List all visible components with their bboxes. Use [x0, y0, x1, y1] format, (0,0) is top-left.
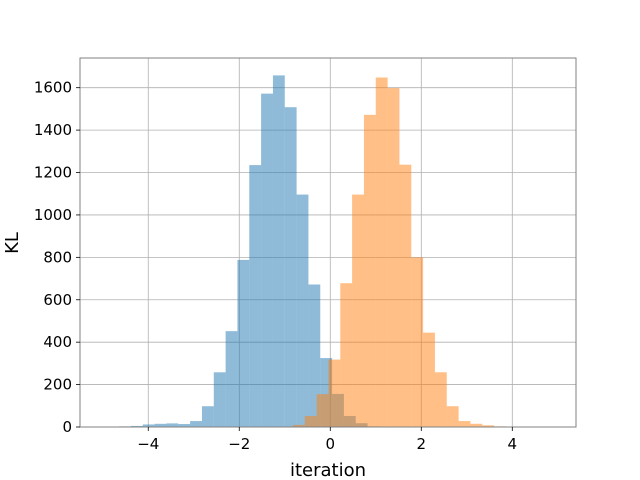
histogram-bar-series-2 [399, 164, 412, 427]
histogram-bar-series-2 [434, 372, 447, 427]
histogram-bar-series-1 [308, 284, 321, 427]
histogram-bar-series-1 [190, 421, 202, 427]
histogram-bar-series-1 [249, 165, 262, 427]
y-tick-label: 600 [43, 291, 72, 309]
histogram-bar-series-2 [446, 406, 459, 427]
grid-lines [80, 58, 576, 428]
histogram-bar-series-2 [292, 424, 305, 427]
histogram-bar-series-2 [304, 415, 317, 427]
x-tick-label: 0 [326, 435, 336, 453]
y-tick-label: 400 [43, 333, 72, 351]
histogram-bar-series-2 [470, 423, 483, 427]
y-tick-label: 0 [62, 418, 72, 436]
histogram-bar-series-2 [375, 77, 388, 427]
histogram-bar-series-1 [261, 93, 273, 427]
y-tick-label: 800 [43, 248, 72, 266]
y-tick-label: 1600 [34, 79, 72, 97]
histogram-bar-series-2 [482, 425, 495, 427]
histogram-bar-series-1 [178, 424, 191, 427]
histogram-bar-series-2 [316, 394, 329, 427]
histogram-bar-series-1 [272, 75, 285, 428]
x-tick-label: −4 [137, 435, 159, 453]
histogram-bar-series-2 [340, 283, 353, 427]
y-tick-label: 200 [43, 376, 72, 394]
y-tick-label: 1000 [34, 206, 72, 224]
axis-ticks: −4 −2 0 2 4 0 200 400 600 800 1000 1200 1400 1600 [34, 79, 517, 453]
histogram-bar-series-1 [130, 425, 143, 427]
y-axis-label: KL [2, 232, 23, 254]
histogram-bar-series-1 [320, 358, 333, 427]
x-tick-label: 2 [417, 435, 427, 453]
x-tick-label: −2 [228, 435, 250, 453]
histogram-bar-series-1 [225, 331, 238, 427]
histogram-bar-series-1 [237, 259, 250, 427]
plot-frame [79, 57, 577, 428]
x-axis-label: iteration [290, 460, 366, 480]
histogram-bar-series-2 [411, 257, 424, 427]
histogram-bar-series-2 [352, 194, 364, 427]
histogram-bar-series-1 [142, 424, 155, 427]
histogram-bar-series-1 [284, 107, 297, 427]
histogram-bar-series-2 [458, 421, 471, 427]
histogram-bar-series-1 [166, 423, 179, 427]
y-tick-label: 1400 [34, 121, 72, 139]
x-tick-label: 4 [508, 435, 518, 453]
histogram-bar-series-1 [201, 406, 214, 427]
histogram-bar-series-1 [296, 194, 309, 427]
histogram-bar-series-2 [387, 88, 400, 427]
histogram-bars [95, 75, 530, 428]
y-tick-label: 1200 [34, 164, 72, 182]
histogram-bar-series-1 [154, 423, 167, 427]
histogram-bar-series-1 [213, 372, 226, 427]
histogram-bar-series-2 [423, 332, 435, 427]
histogram-bar-series-2 [328, 359, 341, 427]
histogram-bar-series-2 [363, 114, 376, 428]
